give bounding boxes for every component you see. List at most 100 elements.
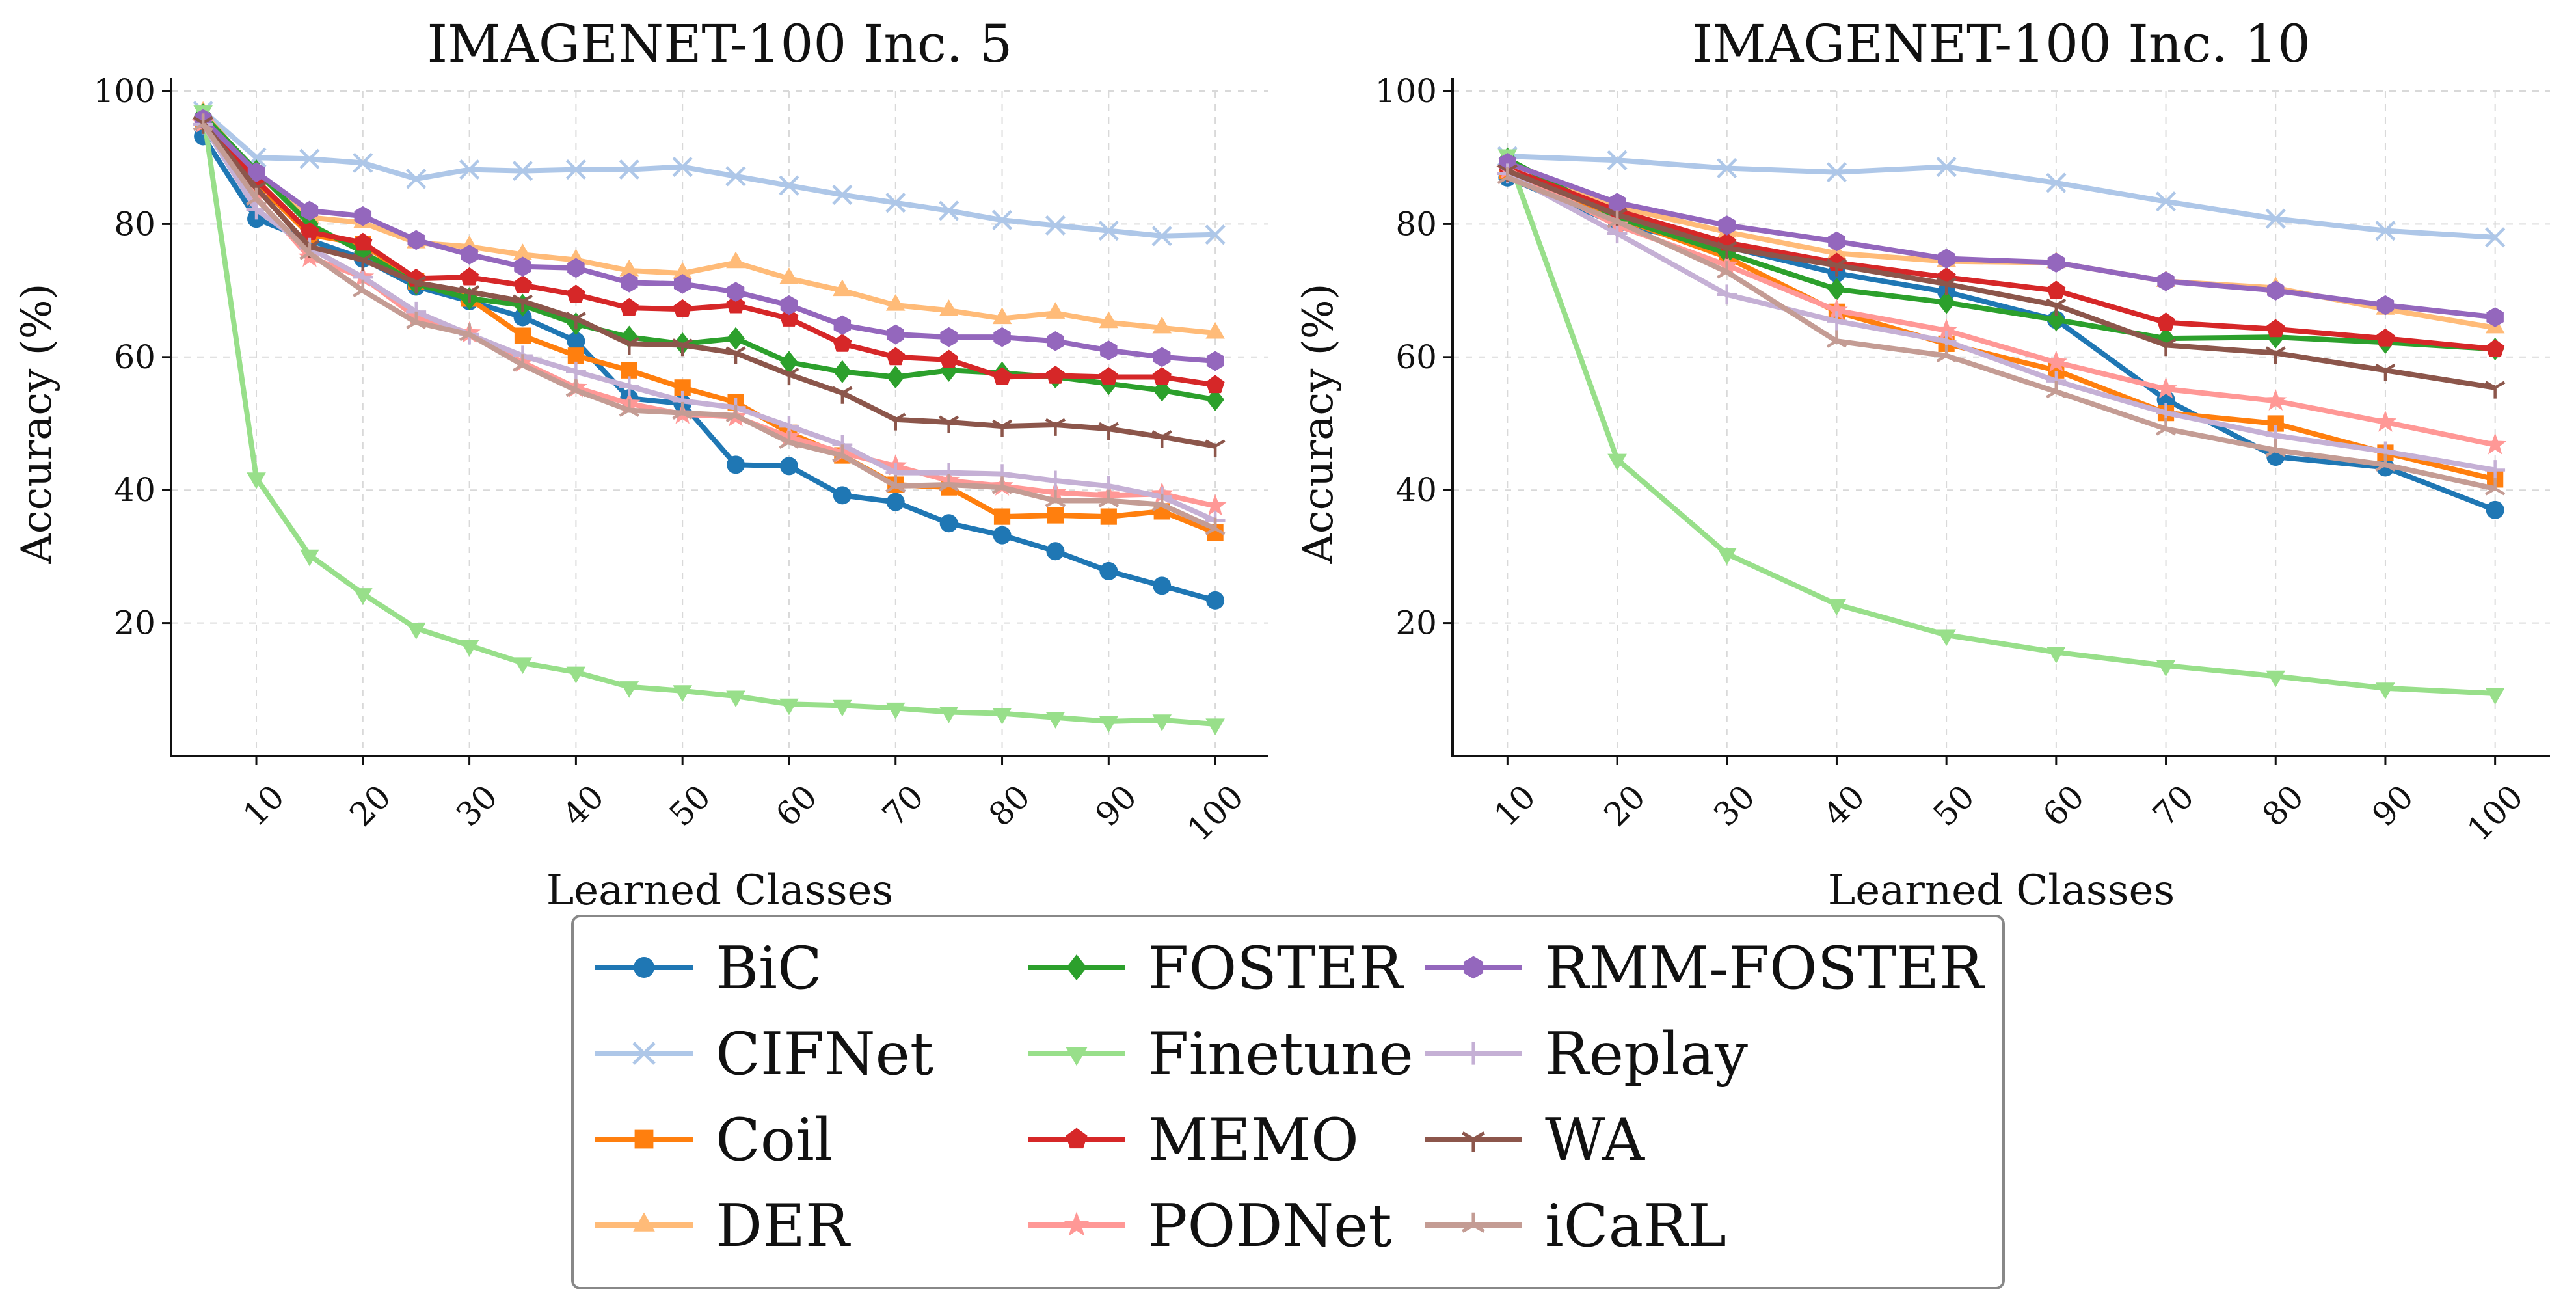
data-point-cifnet bbox=[725, 166, 746, 187]
data-point-memo bbox=[1045, 366, 1065, 384]
series-line-finetune bbox=[1505, 154, 2495, 696]
data-point-wa bbox=[2484, 381, 2506, 399]
data-point-finetune bbox=[406, 623, 426, 640]
data-point-replay bbox=[1827, 311, 1847, 332]
legend-label-cifnet: CIFNet bbox=[716, 1020, 933, 1088]
data-point-icarl bbox=[672, 401, 693, 420]
legend-marker-memo bbox=[1066, 1127, 1088, 1149]
series-rmm-foster bbox=[194, 109, 1224, 371]
data-point-icarl bbox=[246, 187, 267, 206]
data-point-wa bbox=[353, 253, 373, 271]
data-point-icarl bbox=[2265, 439, 2286, 457]
series-line-der bbox=[201, 111, 1216, 336]
data-point-wa bbox=[2265, 346, 2286, 364]
data-point-finetune bbox=[726, 690, 745, 708]
data-point-icarl bbox=[1826, 330, 1847, 348]
data-point-rmm-foster bbox=[887, 324, 904, 345]
y-tick-label: 100 bbox=[94, 72, 155, 110]
y-axis-label: Accuracy (%) bbox=[1295, 284, 1343, 565]
legend-entry-coil: Coil bbox=[595, 1106, 833, 1174]
data-point-replay bbox=[246, 199, 267, 220]
data-point-rmm-foster bbox=[780, 295, 798, 316]
data-point-rmm-foster bbox=[1206, 351, 1224, 371]
series-line-wa bbox=[201, 121, 1216, 449]
data-point-finetune bbox=[1099, 716, 1119, 733]
x-tick-label: 20 bbox=[1597, 777, 1653, 833]
data-point-cifnet bbox=[672, 156, 693, 178]
data-point-finetune bbox=[1717, 548, 1737, 565]
data-point-icarl bbox=[991, 476, 1013, 494]
data-point-wa bbox=[1205, 439, 1226, 457]
data-point-icarl bbox=[353, 279, 373, 297]
x-tick-label: 40 bbox=[1816, 777, 1872, 833]
data-point-wa bbox=[2375, 363, 2396, 382]
legend-entry-bic: BiC bbox=[595, 934, 822, 1003]
x-tick-label: 60 bbox=[768, 777, 824, 833]
data-point-icarl bbox=[2046, 381, 2067, 399]
data-point-cifnet bbox=[1098, 221, 1119, 241]
data-point-foster bbox=[727, 327, 745, 350]
data-point-bic bbox=[1206, 591, 1225, 610]
series-line-wa bbox=[1506, 168, 2496, 390]
data-point-wa bbox=[779, 368, 799, 386]
data-point-cifnet bbox=[619, 159, 639, 180]
data-point-wa bbox=[2155, 338, 2177, 357]
data-point-cifnet bbox=[832, 184, 853, 206]
legend-label-coil: Coil bbox=[716, 1106, 833, 1174]
data-point-icarl bbox=[1497, 167, 1518, 185]
data-point-der bbox=[1045, 302, 1066, 319]
legend-marker-wa bbox=[1462, 1131, 1485, 1152]
legend-entry-wa: WA bbox=[1425, 1106, 1645, 1174]
data-point-cifnet bbox=[1205, 224, 1226, 245]
data-point-cifnet bbox=[1045, 215, 1066, 236]
data-point-cifnet bbox=[991, 209, 1013, 230]
data-point-wa bbox=[991, 419, 1013, 437]
data-point-cifnet bbox=[299, 148, 320, 169]
data-point-der bbox=[1152, 316, 1172, 334]
data-point-bic bbox=[1153, 576, 1172, 595]
data-point-rmm-foster bbox=[940, 327, 958, 347]
legend-marker-icarl bbox=[1462, 1212, 1485, 1233]
series-line-replay bbox=[200, 122, 1216, 523]
data-point-cifnet bbox=[2155, 191, 2177, 212]
data-point-replay bbox=[1607, 223, 1628, 244]
y-tick-label: 60 bbox=[1395, 338, 1437, 376]
data-point-wa bbox=[565, 312, 587, 330]
series-line-icarl bbox=[200, 122, 1216, 532]
data-point-bic bbox=[513, 308, 532, 327]
data-point-der bbox=[1205, 321, 1225, 339]
data-point-cifnet bbox=[2265, 208, 2286, 229]
series-rmm-foster bbox=[1499, 153, 2504, 327]
data-point-memo bbox=[726, 295, 745, 314]
chart-panel-inc5: 20 40 60 80 100 10 20 30 40 50 60 70 80 90 100 IMAGENET… bbox=[13, 14, 1268, 915]
data-point-icarl bbox=[779, 431, 799, 449]
data-point-der bbox=[779, 267, 799, 284]
legend-label-foster: FOSTER bbox=[1148, 934, 1404, 1003]
data-point-finetune bbox=[566, 666, 586, 684]
data-point-wa bbox=[832, 386, 853, 404]
data-point-podnet bbox=[1203, 494, 1227, 516]
x-tick-label: 100 bbox=[2460, 777, 2530, 848]
data-point-wa bbox=[1936, 277, 1957, 295]
chart-title: IMAGENET-100 Inc. 10 bbox=[1692, 14, 2311, 74]
x-tick-label: 60 bbox=[2035, 777, 2091, 833]
legend-entry-replay: Replay bbox=[1425, 1020, 1748, 1088]
legend-marker-finetune bbox=[1066, 1047, 1088, 1066]
data-point-memo bbox=[353, 232, 373, 251]
series-bic bbox=[194, 127, 1225, 610]
data-point-cifnet bbox=[459, 159, 480, 180]
data-point-icarl bbox=[2375, 453, 2396, 472]
data-point-wa bbox=[1717, 241, 1737, 259]
data-point-rmm-foster bbox=[354, 206, 372, 226]
data-point-rmm-foster bbox=[247, 162, 265, 182]
data-point-finetune bbox=[247, 472, 266, 489]
data-point-rmm-foster bbox=[1153, 347, 1171, 368]
data-point-icarl bbox=[1607, 210, 1628, 228]
data-point-cifnet bbox=[353, 152, 373, 173]
data-point-cifnet bbox=[1151, 226, 1172, 247]
series-line-rmm-foster bbox=[201, 117, 1216, 364]
data-point-bic bbox=[993, 526, 1012, 545]
data-point-wa bbox=[1098, 422, 1119, 440]
y-tick-label: 20 bbox=[114, 604, 155, 642]
